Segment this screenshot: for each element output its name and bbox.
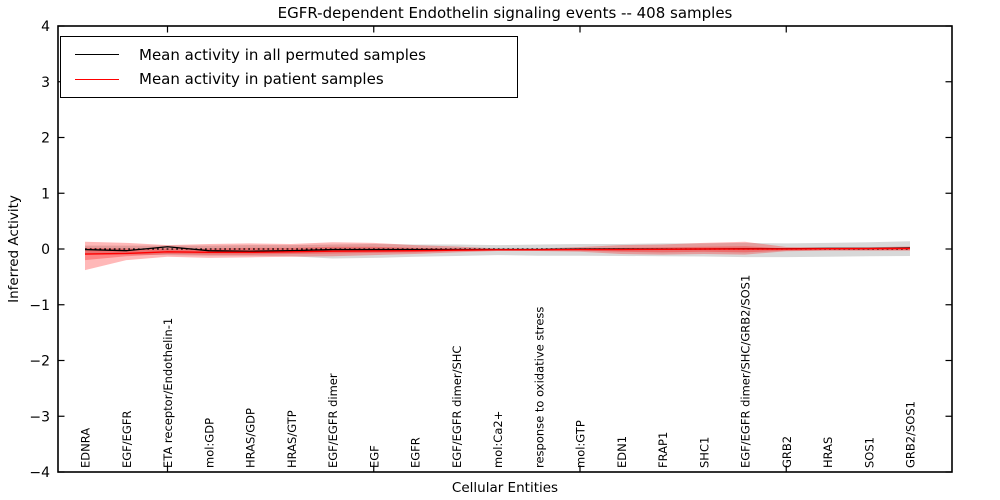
y-tick-label: −3 <box>29 409 50 425</box>
red-line-icon <box>75 78 119 80</box>
legend-label-permuted: Mean activity in all permuted samples <box>139 45 426 64</box>
category-label: EDN1 <box>615 436 629 468</box>
category-label: ETA receptor/Endothelin-1 <box>161 318 175 468</box>
category-label: FRAP1 <box>656 432 670 468</box>
y-tick-label: 1 <box>41 186 50 202</box>
y-tick-label: −4 <box>29 465 50 481</box>
y-axis-label: Inferred Activity <box>6 195 22 303</box>
y-tick-label: 3 <box>41 75 50 91</box>
category-label: EGF/EGFR dimer/SHC <box>450 346 464 468</box>
category-label: EDNRA <box>79 428 93 468</box>
category-label: EGF <box>367 445 381 468</box>
category-label: HRAS/GTP <box>285 410 299 468</box>
y-tick-label: −2 <box>29 354 50 370</box>
y-tick-label: 4 <box>41 19 50 35</box>
category-label: response to oxidative stress <box>532 307 546 468</box>
category-label: mol:GTP <box>574 420 588 468</box>
category-label: SOS1 <box>862 437 876 468</box>
category-label: HRAS <box>821 437 835 468</box>
category-label: GRB2/SOS1 <box>904 401 918 468</box>
y-tick-label: 2 <box>41 131 50 147</box>
legend-label-patient: Mean activity in patient samples <box>139 70 384 89</box>
chart-title: EGFR-dependent Endothelin signaling even… <box>277 4 733 22</box>
x-axis-label: Cellular Entities <box>451 480 559 496</box>
legend: Mean activity in all permuted samples Me… <box>60 36 518 98</box>
legend-item-permuted: Mean activity in all permuted samples <box>61 46 517 64</box>
category-label: mol:GDP <box>202 418 216 468</box>
legend-item-patient: Mean activity in patient samples <box>61 70 517 88</box>
category-label: SHC1 <box>697 437 711 468</box>
category-label: HRAS/GDP <box>244 408 258 468</box>
series-line-patient <box>84 247 911 255</box>
category-label: EGF/EGFR <box>120 411 134 468</box>
y-tick-label: 0 <box>41 242 50 258</box>
category-label: EGFR <box>409 437 423 468</box>
category-label: mol:Ca2+ <box>491 411 505 468</box>
black-line-icon <box>75 54 119 56</box>
category-label: EGF/EGFR dimer/SHC/GRB2/SOS1 <box>739 275 753 468</box>
category-label: GRB2 <box>780 436 794 468</box>
y-tick-label: −1 <box>29 298 50 314</box>
category-label: EGF/EGFR dimer <box>326 373 340 468</box>
